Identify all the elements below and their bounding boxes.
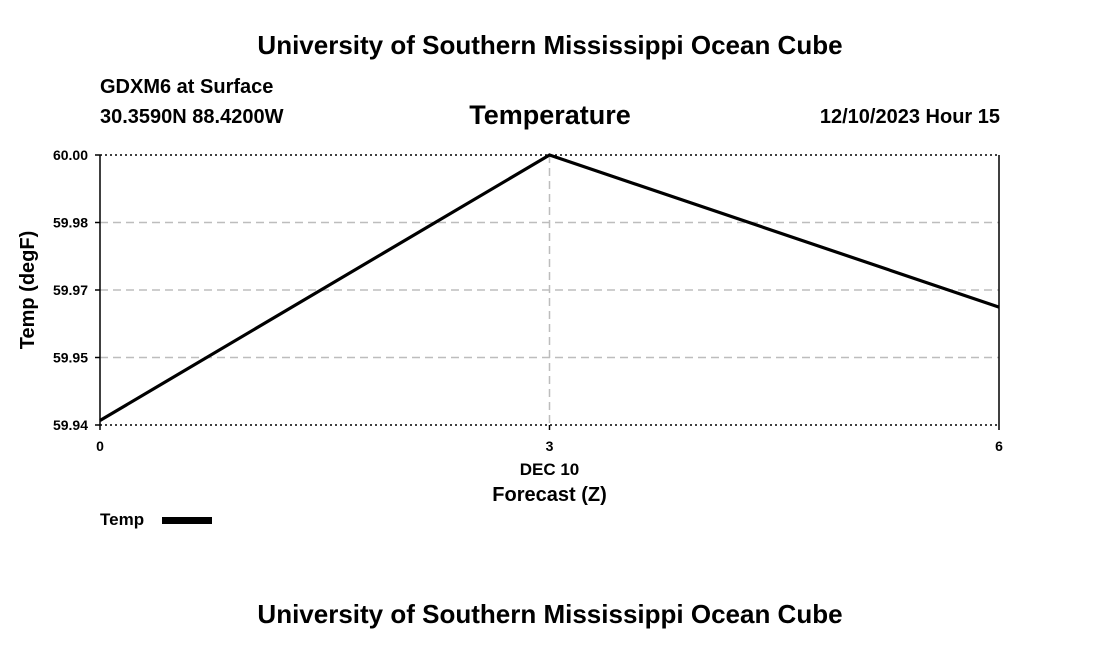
- x-tick-label: 3: [546, 438, 554, 454]
- legend-label: Temp: [100, 510, 145, 529]
- footer-title: University of Southern Mississippi Ocean…: [257, 599, 843, 629]
- datetime-label: 12/10/2023 Hour 15: [819, 106, 1000, 128]
- coordinates-label: 30.3590N 88.4200W: [100, 106, 284, 128]
- x-tick-label: 0: [96, 438, 104, 454]
- temperature-chart: 59.94 59.95 59.97 59.98 60.00 0 3 6 DEC 10 Foreca…: [17, 147, 1003, 506]
- y-axis-title: Temp (degF): [17, 231, 39, 350]
- station-label: GDXM6 at Surface: [100, 76, 274, 98]
- axes-layer: [95, 154, 1000, 430]
- y-tick-label: 60.00: [53, 147, 88, 163]
- legend-swatch-line: [162, 517, 212, 524]
- series-layer: [99, 153, 1000, 422]
- x-axis-title: Forecast (Z): [492, 484, 606, 506]
- y-tick-label: 59.94: [53, 417, 88, 433]
- x-tick-label: 6: [995, 438, 1003, 454]
- y-tick-label: 59.95: [53, 350, 88, 366]
- y-tick-label: 59.98: [53, 215, 88, 231]
- header-title: University of Southern Mississippi Ocean…: [257, 30, 843, 60]
- x-date-label: DEC 10: [520, 460, 580, 479]
- labels-layer: 59.94 59.95 59.97 59.98 60.00 0 3 6 DEC 10 Foreca…: [17, 147, 1003, 506]
- y-tick-label: 59.97: [53, 282, 88, 298]
- grid-layer: [100, 154, 999, 426]
- chart-title: Temperature: [469, 100, 631, 130]
